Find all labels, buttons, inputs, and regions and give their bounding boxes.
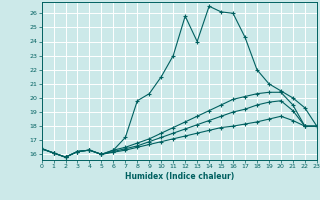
X-axis label: Humidex (Indice chaleur): Humidex (Indice chaleur) [124, 172, 234, 181]
